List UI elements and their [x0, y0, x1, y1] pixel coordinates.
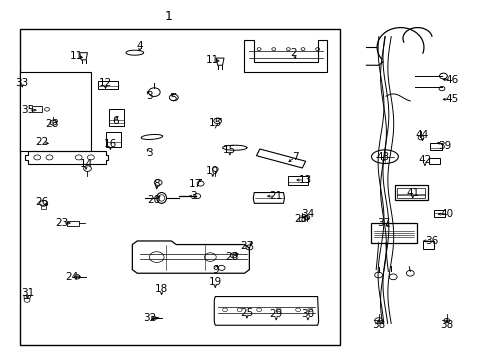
Bar	[41, 205, 46, 209]
Text: 35: 35	[21, 105, 34, 115]
Text: 23: 23	[55, 218, 68, 228]
Bar	[20, 72, 91, 151]
Text: 8: 8	[153, 179, 160, 189]
Text: 3: 3	[190, 191, 196, 201]
Text: 39: 39	[437, 141, 450, 151]
Text: 11: 11	[69, 51, 83, 61]
Text: 1: 1	[164, 10, 172, 23]
Bar	[370, 223, 416, 243]
Text: 36: 36	[425, 236, 438, 246]
Text: 15: 15	[223, 144, 236, 154]
Text: 38: 38	[439, 320, 452, 330]
Text: 3: 3	[146, 148, 152, 158]
Text: 5: 5	[170, 93, 177, 103]
Text: 14: 14	[79, 159, 92, 169]
Text: 18: 18	[155, 284, 168, 294]
Text: 10: 10	[206, 166, 219, 176]
Text: 29: 29	[269, 310, 282, 319]
Text: 28: 28	[293, 215, 306, 224]
Bar	[422, 241, 433, 249]
Text: 20: 20	[147, 195, 161, 205]
Text: 4: 4	[136, 41, 142, 50]
Bar	[109, 109, 123, 126]
Text: 30: 30	[301, 310, 314, 319]
Text: 25: 25	[240, 308, 253, 318]
Text: 41: 41	[405, 188, 419, 198]
Bar	[20, 30, 339, 345]
Bar	[105, 132, 121, 147]
Text: 42: 42	[417, 155, 430, 165]
Text: 12: 12	[99, 78, 112, 88]
Text: 2: 2	[289, 48, 296, 58]
Text: 32: 32	[142, 313, 156, 323]
Text: 7: 7	[292, 152, 298, 162]
Bar	[98, 81, 118, 89]
Text: 45: 45	[444, 94, 457, 104]
Bar	[429, 143, 442, 150]
Bar	[433, 210, 444, 217]
Text: 24: 24	[64, 272, 78, 282]
Text: 33: 33	[16, 78, 29, 88]
Text: 43: 43	[376, 152, 389, 162]
Text: 37: 37	[376, 218, 389, 228]
Text: 6: 6	[112, 116, 119, 126]
Text: 9: 9	[211, 265, 218, 275]
Text: 21: 21	[269, 191, 282, 201]
Text: 26: 26	[36, 197, 49, 207]
Text: 26: 26	[45, 120, 59, 129]
Text: 19: 19	[208, 277, 222, 287]
Text: 38: 38	[371, 320, 385, 330]
Bar	[394, 185, 427, 200]
Text: 15: 15	[208, 118, 222, 128]
Bar	[428, 158, 439, 163]
Text: 40: 40	[439, 209, 452, 219]
Text: 46: 46	[444, 75, 457, 85]
Text: 17: 17	[189, 179, 202, 189]
Text: 26: 26	[225, 252, 239, 262]
Bar	[66, 221, 79, 226]
Text: 3: 3	[146, 91, 152, 101]
Text: 13: 13	[298, 175, 311, 185]
Text: 34: 34	[301, 209, 314, 219]
Text: 11: 11	[206, 55, 219, 65]
Text: 22: 22	[36, 138, 49, 147]
Text: 16: 16	[103, 139, 117, 149]
Text: 44: 44	[415, 130, 428, 140]
Bar	[396, 188, 425, 198]
Text: 27: 27	[240, 241, 253, 251]
Bar	[288, 176, 307, 185]
Text: 31: 31	[21, 288, 34, 298]
